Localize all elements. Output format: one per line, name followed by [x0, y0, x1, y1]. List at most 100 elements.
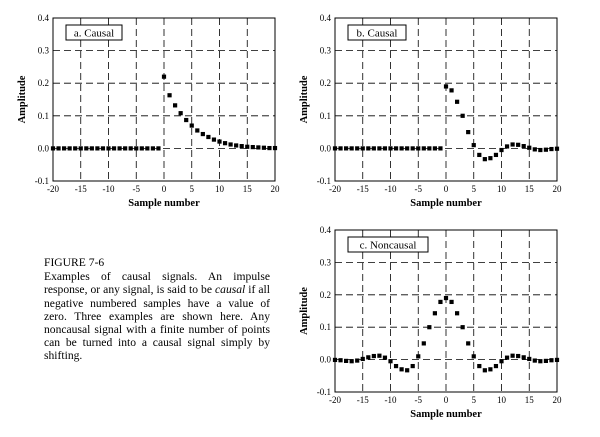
- data-point: [332, 357, 338, 363]
- data-point: [482, 368, 487, 373]
- data-point: [499, 359, 504, 364]
- data-point: [206, 134, 211, 140]
- y-tick-label: 0.4: [320, 13, 332, 23]
- data-point: [527, 145, 532, 150]
- data-point: [432, 146, 437, 151]
- data-point: [95, 146, 100, 151]
- y-tick-label: 0.4: [38, 13, 50, 23]
- data-point: [100, 146, 106, 151]
- data-point: [554, 357, 560, 363]
- data-point: [460, 325, 465, 330]
- data-point: [338, 146, 343, 151]
- data-point: [449, 299, 454, 305]
- data-point: [527, 356, 532, 362]
- x-tick-label: -5: [415, 184, 423, 194]
- data-point: [405, 146, 410, 151]
- data-point: [200, 131, 205, 137]
- data-point: [388, 359, 393, 364]
- data-point: [150, 146, 155, 151]
- data-point: [477, 363, 482, 369]
- data-point: [344, 146, 349, 151]
- x-tick-label: 0: [444, 395, 449, 405]
- data-point: [84, 146, 89, 151]
- data-point: [382, 355, 388, 360]
- data-point: [67, 146, 72, 151]
- data-point: [538, 359, 543, 364]
- data-point: [371, 146, 376, 151]
- data-point: [521, 355, 526, 360]
- caption-body-part1: Examples of causal signals. An impulse r…: [44, 270, 270, 297]
- data-point: [371, 353, 376, 359]
- figure-caption: FIGURE 7-6 Examples of causal signals. A…: [44, 256, 270, 363]
- x-tick-label: 15: [243, 184, 253, 194]
- data-point: [532, 147, 537, 152]
- x-tick-label: -15: [357, 184, 369, 194]
- data-point: [156, 146, 161, 151]
- data-point: [510, 353, 515, 358]
- data-point: [50, 146, 56, 151]
- x-tick-label: 10: [215, 184, 225, 194]
- data-point: [493, 363, 499, 369]
- x-tick-label: -20: [329, 184, 341, 194]
- data-point: [178, 111, 183, 116]
- y-tick-label: 0.3: [320, 257, 332, 267]
- data-point: [267, 145, 272, 151]
- data-point: [217, 139, 222, 144]
- y-tick-label: -0.1: [35, 176, 49, 186]
- data-point: [421, 341, 426, 346]
- data-point: [538, 147, 543, 153]
- data-point: [332, 146, 338, 151]
- data-point: [338, 358, 343, 363]
- x-tick-label: -10: [385, 395, 397, 405]
- data-point: [516, 142, 521, 147]
- data-point: [488, 156, 493, 161]
- x-tick-label: -15: [75, 184, 87, 194]
- data-point: [421, 146, 426, 151]
- data-point: [504, 355, 510, 360]
- y-tick-label: 0.1: [38, 111, 49, 121]
- data-point: [466, 341, 471, 346]
- data-point: [416, 146, 421, 151]
- data-point: [377, 146, 382, 151]
- data-point: [443, 295, 449, 301]
- data-point: [399, 146, 404, 151]
- data-point: [549, 358, 554, 363]
- x-tick-label: 10: [497, 184, 507, 194]
- plot-frame: [52, 17, 276, 182]
- data-point: [355, 358, 360, 363]
- caption-body: Examples of causal signals. An impulse r…: [44, 270, 270, 362]
- data-point: [405, 368, 410, 373]
- x-axis-label: Sample number: [410, 198, 482, 209]
- data-point: [521, 144, 526, 149]
- data-point: [128, 146, 133, 151]
- data-point: [477, 152, 482, 158]
- data-point: [228, 142, 233, 147]
- data-point: [488, 367, 493, 372]
- data-point: [427, 325, 432, 330]
- data-point: [250, 144, 255, 150]
- y-tick-label: 0.0: [320, 355, 332, 365]
- data-point: [432, 311, 437, 316]
- data-point: [239, 144, 244, 149]
- x-tick-label: 10: [497, 395, 507, 405]
- data-point: [189, 123, 194, 128]
- data-point: [261, 145, 266, 150]
- x-tick-label: -5: [133, 184, 141, 194]
- data-point: [466, 130, 471, 135]
- y-tick-label: 0.2: [320, 78, 331, 88]
- chart-panel-c: -20 -15 -10 -5 0 5 10 15 20 -0.1 0.0 0.1 0.2 0.3 0.4 Sa…: [299, 225, 562, 420]
- chart-panel-a: -20 -15 -10 -5 0 5 10 15 20 -0.1 0.0 0.1 0.2 0.3 0.4 Sa…: [17, 13, 280, 209]
- data-point: [111, 146, 117, 151]
- data-point: [349, 146, 354, 151]
- data-point: [245, 144, 250, 149]
- y-tick-label: 0.1: [320, 111, 331, 121]
- data-point: [222, 141, 228, 146]
- x-axis-label: Sample number: [128, 198, 200, 209]
- data-point: [460, 113, 465, 118]
- data-point: [62, 146, 67, 151]
- data-point: [161, 74, 167, 79]
- data-point: [211, 137, 217, 142]
- x-tick-label: 15: [525, 184, 535, 194]
- x-tick-label: -20: [329, 395, 341, 405]
